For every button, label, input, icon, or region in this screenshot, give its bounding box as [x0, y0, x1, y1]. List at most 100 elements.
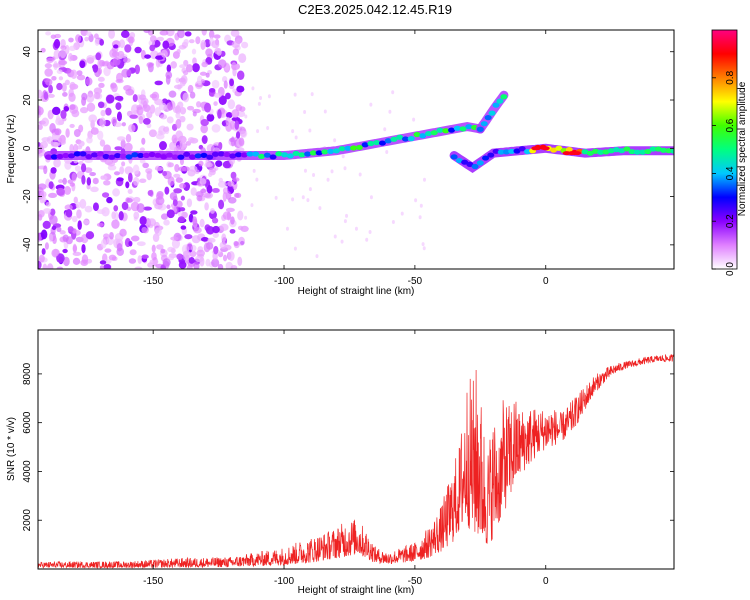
spectrogram-cell — [177, 154, 185, 160]
colorbar-tick-label: 0.6 — [725, 118, 736, 132]
spectrogram-noise-blob — [125, 133, 132, 143]
spectrogram-noise-blob — [73, 196, 78, 204]
spectrogram-noise-blob — [231, 109, 240, 118]
spectrogram-noise-blob — [38, 183, 47, 190]
spectrogram-noise-blob — [147, 218, 157, 227]
spectrogram-speck — [391, 90, 395, 95]
spectrogram-noise-blob — [167, 246, 175, 253]
spectrogram-speck — [369, 102, 373, 107]
spectrogram-cell — [355, 144, 363, 151]
spectrogram-noise-blob — [115, 102, 122, 111]
spectrogram-speck — [244, 215, 248, 220]
spectrogram-noise-blob — [107, 165, 117, 171]
spectrogram-noise-blob — [189, 250, 197, 258]
spectrogram-noise-blob — [41, 248, 46, 255]
spectrogram-noise-blob — [217, 59, 227, 69]
spectrogram-noise-blob — [185, 64, 193, 73]
x-tick-label: 0 — [543, 576, 549, 587]
spectrogram-noise-blob — [218, 199, 225, 210]
spectrogram-cell — [413, 131, 421, 138]
spectrogram-noise-blob — [223, 80, 228, 89]
spectrogram-noise-blob — [190, 210, 198, 215]
spectrogram-noise-blob — [165, 74, 171, 85]
spectrogram-noise-blob — [175, 130, 184, 141]
spectrogram-speck — [267, 94, 271, 99]
spectrogram-cell — [465, 124, 473, 130]
spectrogram-noise-blob — [196, 75, 203, 86]
spectrogram-y-ticks: -40 -20 0 20 40 — [22, 46, 674, 252]
spectrogram-noise-blob — [189, 91, 196, 99]
snr-y-axis-label: SNR (10 * v/v) — [6, 417, 17, 481]
spectrogram-cell — [62, 152, 70, 159]
spectrogram-noise-blob — [155, 196, 165, 206]
spectrogram-noise-blob — [56, 187, 65, 196]
spectrogram-cell — [448, 127, 456, 133]
spectrogram-noise-blob — [167, 255, 175, 261]
spectrogram-cell — [476, 126, 484, 132]
spectrogram-noise-blob — [80, 163, 87, 173]
spectrogram-noise-blob — [64, 204, 73, 211]
spectrogram-noise-blob — [234, 120, 240, 130]
spectrogram-noise-blob — [38, 106, 44, 116]
spectrogram-noise-blob — [106, 94, 115, 104]
spectrogram-cell — [56, 153, 64, 160]
spectrogram-noise-blob — [45, 201, 51, 207]
figure-title: C2E3.2025.042.12.45.R19 — [298, 2, 452, 17]
spectrogram-noise-blob — [77, 220, 82, 231]
spectrogram-noise-blob — [74, 165, 82, 172]
spectrogram-noise-blob — [133, 196, 141, 203]
spectrogram-noise-blob — [47, 109, 54, 120]
spectrogram-noise-blob — [179, 207, 186, 212]
spectrogram-noise-blob — [182, 92, 190, 103]
x-tick-label: -50 — [408, 276, 423, 287]
spectrogram-noise-blob — [175, 77, 181, 84]
spectrogram-noise-blob — [236, 85, 245, 93]
spectrogram-cell — [114, 152, 122, 159]
snr-series-layer — [38, 354, 674, 569]
spectrogram-noise-blob — [78, 160, 84, 165]
spectrogram-cell — [461, 159, 469, 165]
spectrogram-noise-blob — [73, 158, 79, 164]
spectrogram-speck — [419, 203, 423, 208]
spectrogram-noise-blob — [160, 248, 166, 254]
spectrogram-noise-blob — [172, 106, 180, 114]
spectrogram-noise-blob — [85, 231, 95, 240]
spectrogram-noise-blob — [71, 109, 80, 118]
colorbar-tick-label: 0.8 — [725, 70, 736, 84]
spectrogram-speck — [422, 177, 426, 182]
spectrogram-cell — [154, 152, 162, 158]
spectrogram-cell — [165, 152, 173, 158]
spectrogram-noise-blob — [201, 61, 208, 68]
spectrogram-noise-blob — [45, 78, 53, 86]
spectrogram-noise-blob — [141, 137, 146, 145]
spectrogram-cell — [670, 148, 674, 154]
spectrogram-noise-blob — [126, 69, 132, 77]
spectrogram-noise-blob — [222, 254, 228, 262]
spectrogram-noise-blob — [225, 207, 235, 213]
spectrogram-noise-blob — [211, 40, 220, 49]
spectrogram-cell — [373, 139, 381, 146]
spectrogram-noise-blob — [176, 253, 184, 260]
spectrogram-noise-blob — [200, 124, 208, 134]
spectrogram-noise-blob — [51, 225, 57, 231]
spectrogram-noise-blob — [235, 38, 243, 43]
spectrogram-noise-blob — [111, 211, 116, 220]
spectrogram-noise-blob — [191, 235, 201, 244]
spectrogram-noise-blob — [69, 104, 76, 111]
spectrogram-noise-blob — [111, 219, 120, 229]
spectrogram-noise-blob — [235, 131, 241, 139]
spectrogram-noise-blob — [38, 260, 42, 269]
spectrogram-noise-blob — [84, 205, 93, 213]
spectrogram-noise-blob — [227, 99, 236, 110]
spectrogram-speck — [388, 109, 392, 114]
spectrogram-noise-blob — [167, 101, 174, 111]
spectrogram-noise-blob — [116, 72, 123, 83]
spectrogram-speck — [291, 129, 295, 134]
spectrogram-noise-blob — [143, 104, 151, 113]
spectrogram-noise-blob — [199, 218, 205, 228]
spectrogram-noise-blob — [96, 209, 106, 215]
spectrogram-noise-blob — [156, 36, 164, 42]
spectrogram-noise-blob — [86, 31, 92, 37]
spectrogram-noise-blob — [125, 181, 130, 189]
spectrogram-noise-blob — [211, 258, 220, 268]
